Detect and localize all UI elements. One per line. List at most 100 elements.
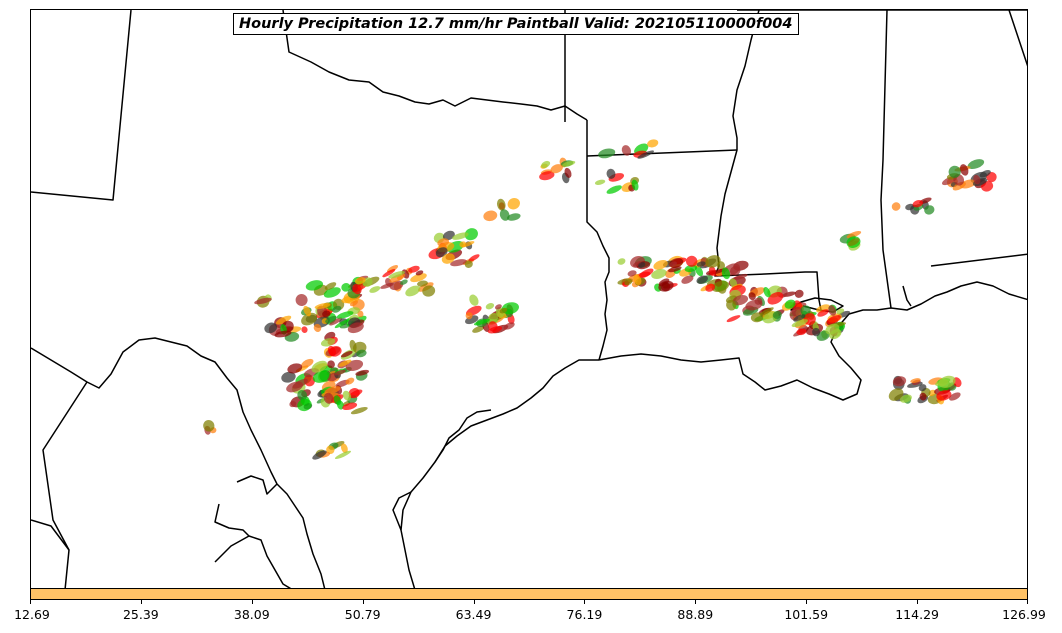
paintball-blob bbox=[541, 160, 551, 169]
paintball-blob bbox=[627, 270, 637, 277]
paintball-blob bbox=[488, 321, 498, 332]
paintball-blob bbox=[617, 258, 626, 265]
paintball-blob bbox=[488, 313, 499, 322]
boundary-al-ga bbox=[1008, 10, 1027, 67]
paintball-blob bbox=[292, 378, 308, 389]
paintball-blob bbox=[924, 205, 935, 215]
colorbar-tick-mark bbox=[917, 600, 919, 604]
paintball-blob bbox=[333, 369, 346, 376]
colorbar-tick-mark bbox=[695, 600, 697, 604]
paintball-blob bbox=[705, 255, 721, 268]
paintball-blob bbox=[669, 261, 677, 267]
colorbar-tick-mark bbox=[806, 600, 808, 604]
paintball-blob bbox=[606, 185, 622, 194]
paintball-blob bbox=[348, 388, 360, 399]
paintball-blob bbox=[562, 160, 576, 167]
paintball-blob bbox=[355, 369, 370, 376]
paintball-blob bbox=[631, 179, 639, 191]
paintball-blob bbox=[647, 139, 659, 148]
paintball-blob bbox=[825, 323, 840, 335]
colorbar-tick-mark bbox=[473, 600, 475, 604]
paintball-blob bbox=[369, 286, 381, 293]
paintball-blob bbox=[912, 199, 924, 208]
paintball-blob bbox=[405, 285, 421, 297]
paintball-blob bbox=[485, 303, 495, 310]
paintball-blob bbox=[721, 267, 731, 280]
paintball-blob bbox=[847, 238, 860, 247]
paintball-blob bbox=[828, 305, 837, 316]
colorbar-tick-label: 88.89 bbox=[677, 607, 714, 622]
paintball-blob bbox=[711, 280, 730, 292]
map-title: Hourly Precipitation 12.7 mm/hr Paintbal… bbox=[233, 13, 799, 35]
paintball-blob bbox=[503, 322, 515, 330]
paintball-blob bbox=[340, 443, 348, 454]
paintball-blob bbox=[681, 275, 694, 284]
colorbar-tick-label: 50.79 bbox=[344, 607, 381, 622]
paintball-blob bbox=[334, 319, 350, 329]
paintball-blob bbox=[312, 370, 330, 383]
boundary-nm-north bbox=[31, 10, 132, 201]
paintball-blob bbox=[937, 378, 949, 387]
paintball-blob bbox=[899, 394, 912, 403]
paintball-blob bbox=[297, 398, 312, 412]
paintball-blob bbox=[301, 358, 314, 368]
paintball-blob bbox=[637, 150, 654, 159]
paintball-blob bbox=[791, 306, 803, 317]
paintball-blob bbox=[382, 269, 396, 278]
paintball-blob bbox=[668, 266, 682, 273]
paintball-blob bbox=[905, 203, 915, 211]
paintball-blob bbox=[624, 278, 633, 286]
paintball-blob bbox=[464, 228, 478, 241]
paintball-blob bbox=[314, 303, 331, 309]
paintball-blob bbox=[334, 450, 352, 460]
paintball-blob bbox=[686, 255, 698, 267]
precipitation-paintballs bbox=[203, 139, 997, 460]
boundary-mexico-3 bbox=[236, 475, 278, 495]
paintball-blob bbox=[891, 202, 901, 211]
state-boundaries bbox=[31, 10, 1027, 588]
paintball-blob bbox=[705, 283, 716, 292]
paintball-blob bbox=[295, 294, 308, 306]
paintball-blob bbox=[826, 315, 841, 324]
paintball-blob bbox=[472, 325, 485, 333]
paintball-blob bbox=[796, 328, 807, 336]
paintball-blob bbox=[638, 262, 646, 268]
paintball-blob bbox=[910, 378, 921, 384]
colorbar-tick-mark bbox=[251, 600, 253, 604]
paintball-blob bbox=[767, 291, 784, 305]
paintball-blob bbox=[732, 295, 749, 306]
paintball-blob bbox=[442, 230, 455, 241]
paintball-blob bbox=[356, 349, 367, 358]
paintball-blob bbox=[633, 261, 642, 267]
paintball-blob bbox=[973, 174, 981, 185]
coastline-louisiana bbox=[598, 281, 1027, 401]
boundary-mexico-1 bbox=[42, 381, 88, 588]
paintball-blob bbox=[303, 374, 315, 387]
paintball-blob bbox=[324, 386, 341, 395]
paintball-blob bbox=[469, 294, 479, 306]
paintball-blob bbox=[550, 164, 563, 174]
paintball-blob bbox=[748, 292, 756, 301]
paintball-blob bbox=[892, 376, 907, 387]
paintball-blob bbox=[450, 259, 467, 267]
paintball-blob bbox=[380, 282, 394, 289]
paintball-blob bbox=[507, 213, 521, 221]
coastline-texas bbox=[400, 359, 599, 588]
paintball-blob bbox=[389, 280, 404, 291]
paintball-blob bbox=[297, 389, 308, 401]
paintball-blob bbox=[301, 326, 308, 333]
boundary-mexico-2 bbox=[31, 519, 70, 551]
paintball-blob bbox=[763, 287, 771, 298]
boundary-mexico-5 bbox=[214, 503, 250, 537]
colorbar-tick-label: 12.69 bbox=[14, 607, 50, 622]
paintball-blob bbox=[539, 171, 555, 181]
paintball-blob bbox=[979, 169, 991, 178]
paintball-blob bbox=[800, 305, 811, 316]
colorbar bbox=[30, 588, 1028, 600]
boundary-tx-panhandle bbox=[282, 10, 588, 121]
coastline-mobile-bay bbox=[902, 285, 912, 307]
boundary-tx-la bbox=[586, 120, 610, 361]
paintball-blob bbox=[564, 167, 572, 178]
paintball-blob bbox=[936, 390, 952, 401]
paintball-blob bbox=[451, 232, 469, 240]
